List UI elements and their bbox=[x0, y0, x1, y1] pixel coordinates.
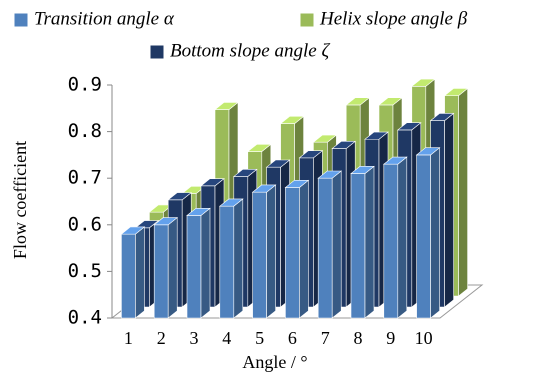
bar-face bbox=[396, 122, 422, 131]
bar bbox=[120, 226, 146, 319]
bar-face bbox=[134, 220, 160, 229]
bar-face bbox=[364, 131, 389, 140]
x-tick-label: 1 bbox=[124, 328, 133, 348]
y-tick-label: 0.7 bbox=[68, 167, 102, 189]
bar-face bbox=[232, 169, 258, 177]
bar-face bbox=[246, 144, 272, 152]
bar-face bbox=[200, 178, 225, 187]
bar-face bbox=[153, 224, 169, 319]
bar-face bbox=[378, 97, 403, 106]
legend-swatch bbox=[149, 44, 165, 60]
bar bbox=[186, 207, 211, 319]
legend-swatch bbox=[299, 12, 315, 28]
bar-face bbox=[279, 116, 305, 124]
bar bbox=[251, 184, 277, 319]
bar-face bbox=[266, 184, 276, 319]
x-tick-label: 3 bbox=[190, 328, 199, 348]
x-tick-label: 7 bbox=[321, 328, 330, 348]
x-tick-label: 2 bbox=[157, 328, 166, 348]
y-tick-label: 0.6 bbox=[68, 213, 102, 235]
bar-face bbox=[415, 147, 441, 156]
x-tick-label: 4 bbox=[222, 328, 231, 348]
bar bbox=[382, 156, 408, 319]
bar-face bbox=[186, 207, 211, 216]
bar-face bbox=[443, 88, 469, 96]
y-tick-label: 0.5 bbox=[68, 260, 102, 282]
y-tick-label: 0.4 bbox=[68, 307, 102, 329]
bar-face bbox=[265, 159, 291, 168]
bar-face bbox=[285, 187, 300, 319]
bar-face bbox=[444, 112, 454, 308]
bar-face bbox=[167, 216, 178, 319]
bar-face bbox=[350, 173, 366, 319]
bar-face bbox=[430, 147, 440, 319]
bar-face bbox=[350, 166, 375, 174]
bar-face bbox=[364, 165, 375, 319]
bar bbox=[153, 216, 179, 319]
bar bbox=[415, 147, 441, 319]
x-tick-label: 10 bbox=[415, 328, 433, 348]
x-axis-label: Angle / ° bbox=[242, 352, 307, 372]
bar-face bbox=[416, 154, 431, 319]
bar-face bbox=[345, 97, 371, 106]
bar-face bbox=[186, 215, 202, 319]
x-tick-label: 6 bbox=[288, 328, 297, 348]
bar-face bbox=[458, 87, 468, 297]
x-tick-label: 5 bbox=[255, 328, 264, 348]
bar-face bbox=[317, 170, 343, 179]
bar-face bbox=[218, 198, 244, 207]
bar-face bbox=[200, 207, 211, 319]
bar-face bbox=[284, 180, 310, 188]
bar bbox=[284, 179, 310, 319]
bar-face bbox=[331, 141, 357, 149]
legend-label: Bottom slope angle ζ bbox=[170, 40, 330, 61]
bar-face bbox=[299, 179, 309, 319]
bar-face bbox=[252, 191, 267, 319]
bar-face bbox=[429, 113, 455, 121]
bar-face bbox=[383, 163, 399, 319]
x-tick-label: 9 bbox=[386, 328, 395, 348]
bar-face bbox=[317, 177, 333, 319]
legend-label: Transition angle α bbox=[34, 8, 175, 29]
x-tick-label: 8 bbox=[354, 328, 363, 348]
legend-swatch bbox=[13, 12, 29, 28]
bar-face bbox=[167, 192, 193, 201]
bar-face bbox=[219, 205, 235, 319]
bar-face bbox=[397, 156, 408, 319]
bar-face bbox=[251, 184, 277, 193]
bar-face bbox=[135, 226, 145, 319]
bar-face bbox=[331, 170, 342, 319]
legend-label: Helix slope angle β bbox=[319, 8, 468, 29]
bar bbox=[350, 165, 375, 319]
bar-face bbox=[312, 134, 338, 143]
bar-face bbox=[153, 217, 179, 226]
bar bbox=[317, 170, 343, 319]
bar-face bbox=[214, 102, 239, 110]
y-axis-label: Flow coefficient bbox=[10, 141, 30, 259]
y-tick-label: 0.8 bbox=[68, 120, 102, 142]
bar bbox=[218, 198, 244, 319]
bar-face bbox=[120, 226, 146, 235]
bar-face bbox=[410, 78, 436, 87]
bar-face bbox=[298, 150, 324, 159]
y-tick-label: 0.9 bbox=[68, 74, 102, 96]
bar-face bbox=[121, 233, 136, 319]
bar-face bbox=[382, 156, 408, 165]
bar-face bbox=[233, 198, 244, 319]
